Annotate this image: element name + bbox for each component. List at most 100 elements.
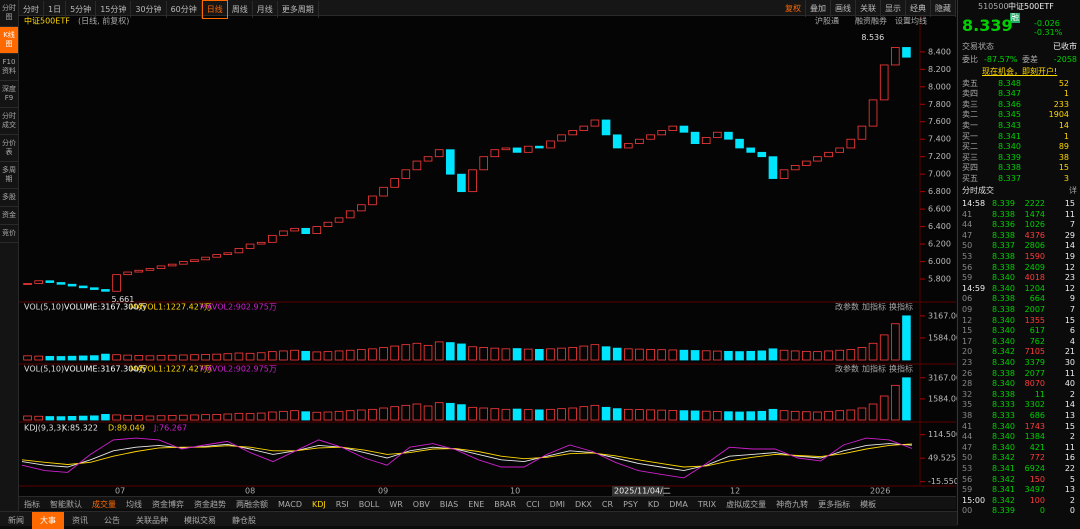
indicator-tab[interactable]: BOLL — [358, 500, 380, 509]
period-tab[interactable]: 更多周期 — [278, 1, 319, 18]
volume-bar — [123, 354, 132, 361]
volume-bar — [546, 408, 555, 421]
trade-time: 47 — [962, 442, 973, 452]
trade-volume: 0 — [1039, 506, 1045, 516]
candle — [256, 241, 266, 245]
status-tab[interactable]: 新闻 — [8, 516, 24, 525]
volume-bar — [167, 354, 177, 361]
indicator-tab[interactable]: 两融余额 — [236, 500, 268, 509]
tool-button[interactable]: 画线 — [831, 0, 856, 17]
indicator-tab[interactable]: BIAS — [439, 500, 459, 509]
status-bar: 新闻 大事 资讯 公告 关联品种 模拟交易 静仓股 — [0, 511, 957, 529]
indicator-tab[interactable]: DMA — [669, 500, 688, 509]
candle — [523, 145, 533, 153]
candle — [446, 149, 455, 175]
trade-volume: 11 — [1034, 389, 1045, 399]
side-tab[interactable]: 多股 — [0, 189, 18, 207]
indicator-tab[interactable]: CR — [601, 500, 614, 509]
indicator-tab[interactable]: CCI — [526, 500, 540, 509]
indicator-tab[interactable]: 均线 — [126, 500, 142, 509]
indicator-tab[interactable]: 虚拟成交量 — [726, 500, 767, 509]
side-tab[interactable]: K线图 — [0, 27, 18, 54]
period-tab[interactable]: 日线 — [201, 0, 228, 19]
book-volume: 233 — [1053, 99, 1069, 109]
indicator-tab[interactable]: 模板 — [860, 500, 877, 509]
volume-bar — [256, 412, 266, 421]
indicator-tab[interactable]: DMI — [549, 500, 566, 509]
period-tab[interactable]: 分时 — [19, 1, 44, 18]
indicator-tab[interactable]: PSY — [623, 500, 638, 509]
volume-bar — [768, 348, 778, 361]
trades-more[interactable]: 详 — [1069, 186, 1077, 195]
volume-bar — [56, 356, 66, 361]
volume-bar — [568, 347, 577, 361]
tool-button[interactable]: 经典 — [906, 0, 931, 17]
trade-time: 41 — [962, 421, 973, 431]
period-tab[interactable]: 60分钟 — [167, 1, 202, 18]
indicator-tab[interactable]: 资金博弈 — [152, 500, 184, 509]
book-label: 买一 — [962, 132, 978, 141]
side-tab[interactable]: 资金 — [0, 207, 18, 225]
side-tab[interactable]: 分价表 — [0, 135, 18, 162]
book-label: 卖四 — [962, 89, 978, 99]
status-tab[interactable]: 公告 — [104, 516, 120, 525]
status-tab[interactable]: 资讯 — [72, 516, 88, 525]
side-tab[interactable]: 竞价 — [0, 225, 18, 243]
candle — [768, 156, 778, 179]
volume-bar — [813, 411, 822, 421]
indicator-tab[interactable]: 指标 — [24, 500, 40, 509]
side-tab[interactable]: F10资料 — [0, 54, 18, 81]
period-tab[interactable]: 5分钟 — [66, 1, 97, 18]
indicator-tab[interactable]: WR — [389, 500, 403, 509]
status-tab[interactable]: 静仓股 — [232, 516, 256, 525]
indicator-tab[interactable]: ENE — [468, 500, 485, 509]
book-label: 卖三 — [962, 99, 978, 109]
candle — [490, 149, 500, 158]
indicator-tab[interactable]: 更多指标 — [818, 500, 851, 509]
indicator-tab[interactable]: KDJ — [311, 500, 326, 509]
side-tab[interactable]: 分时成交 — [0, 108, 18, 135]
volume-bar — [846, 409, 856, 421]
volume-bar — [401, 404, 411, 421]
indicator-tab[interactable]: KD — [647, 500, 660, 509]
indicator-tab[interactable]: OBV — [412, 500, 430, 509]
indicator-tab[interactable]: RSI — [335, 500, 349, 509]
period-tab[interactable]: 周线 — [228, 1, 253, 18]
indicator-tab[interactable]: MACD — [278, 500, 302, 509]
candle — [145, 268, 155, 271]
cursor-date: 2025/11/04/二 — [614, 487, 671, 496]
promo[interactable]: 现在机会，即刻开户! — [982, 67, 1058, 76]
trade-time: 20 — [962, 347, 973, 357]
period-tab[interactable]: 1日 — [44, 1, 67, 18]
period-tab[interactable]: 15分钟 — [96, 1, 132, 18]
status-tab[interactable]: 大事 — [32, 512, 64, 529]
tool-button[interactable]: 复权 — [781, 0, 806, 17]
side-tab[interactable]: 多周期 — [0, 162, 18, 189]
tool-button[interactable]: 显示 — [881, 0, 906, 17]
indicator-tab[interactable]: 资金趋势 — [194, 500, 226, 509]
indicator-tab[interactable]: BRAR — [494, 500, 517, 509]
indicator-tab[interactable]: 成交量 — [92, 500, 116, 509]
indicator-tab[interactable]: 神奇九转 — [776, 500, 809, 509]
indicator-tab[interactable]: DKX — [575, 500, 592, 509]
side-tab[interactable]: 深度F9 — [0, 81, 18, 108]
tool-button[interactable]: 隐藏 — [931, 0, 956, 17]
volume-bar — [535, 409, 544, 421]
indicator-tab[interactable]: TRIX — [697, 500, 717, 509]
period-tab[interactable]: 月线 — [253, 1, 278, 18]
side-tab[interactable]: 分时图 — [0, 0, 18, 27]
indicator-tab[interactable]: 智能默认 — [50, 500, 82, 509]
tool-button[interactable]: 叠加 — [806, 0, 831, 17]
candle — [423, 156, 433, 162]
status-tab[interactable]: 模拟交易 — [184, 516, 216, 525]
volume-bar — [501, 408, 511, 421]
kdj-line — [21, 443, 913, 468]
volume-bar — [56, 416, 66, 421]
trade-price: 8.333 — [992, 411, 1015, 420]
status-tab[interactable]: 关联品种 — [136, 516, 168, 525]
period-tab[interactable]: 30分钟 — [131, 1, 167, 18]
book-price: 8.338 — [998, 163, 1021, 173]
volume-bar — [446, 342, 455, 361]
tool-button[interactable]: 关联 — [856, 0, 881, 17]
